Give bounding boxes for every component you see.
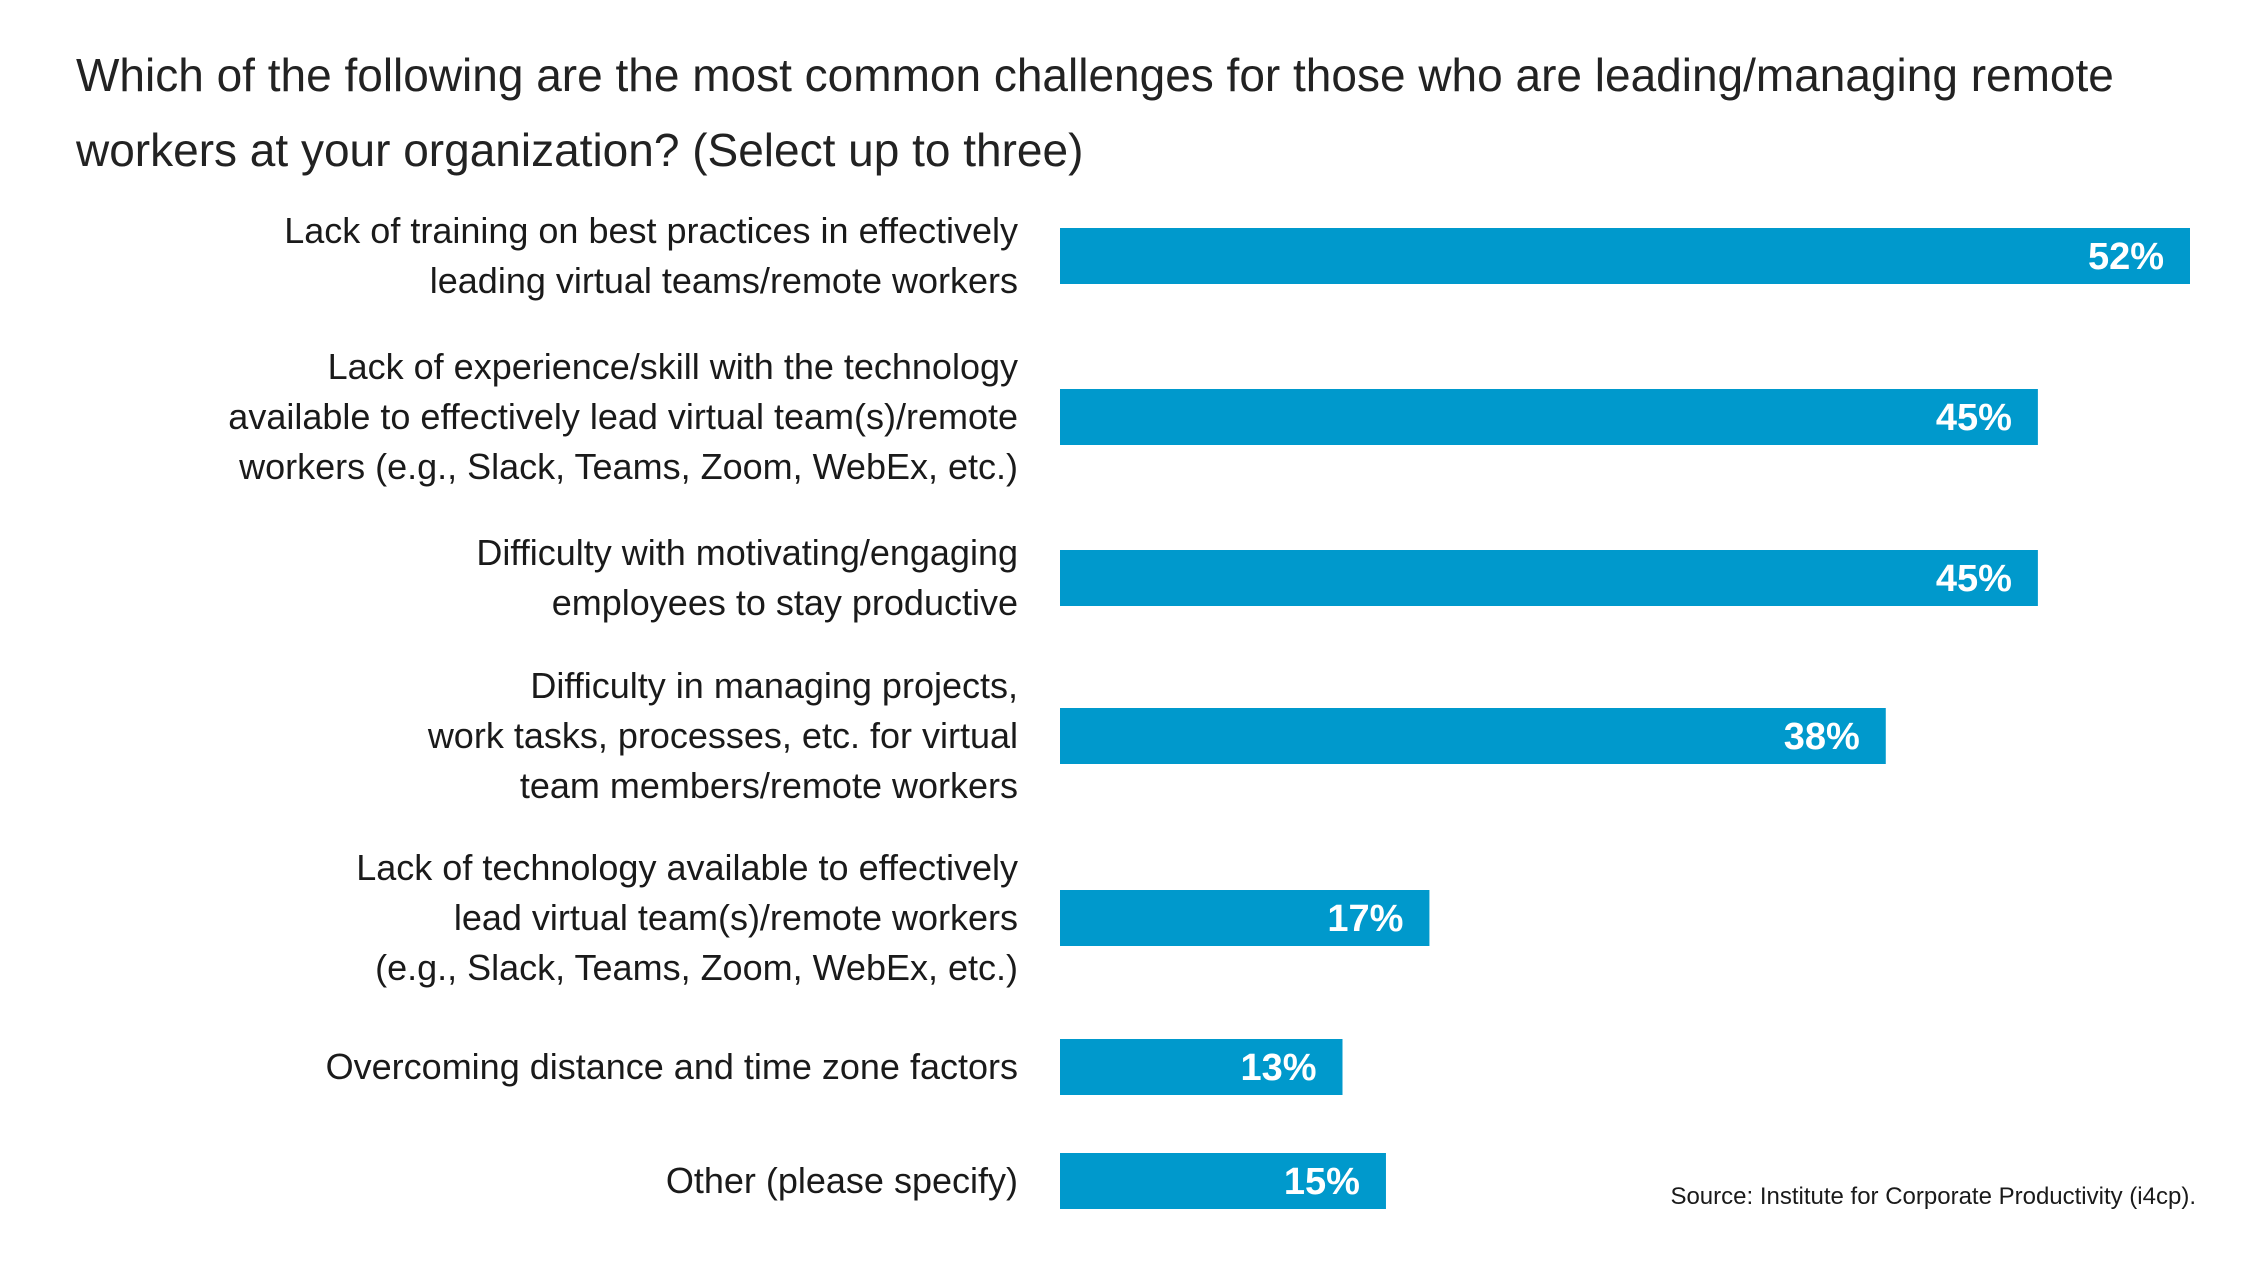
category-label-line: (e.g., Slack, Teams, Zoom, WebEx, etc.) [375,947,1018,988]
bar-1 [1060,389,2038,445]
category-label-4: Lack of technology available to effectiv… [356,847,1018,988]
bar-4 [1060,890,1430,946]
value-label-6: 15% [1284,1161,1360,1203]
category-label-line: employees to stay productive [552,582,1018,623]
category-label-1: Lack of experience/skill with the techno… [228,346,1018,487]
category-label-line: available to effectively lead virtual te… [228,396,1018,437]
category-label-line: work tasks, processes, etc. for virtual [427,715,1018,756]
category-label-6: Other (please specify) [666,1160,1018,1201]
category-label-line: Difficulty in managing projects, [530,665,1018,706]
category-label-line: Lack of technology available to effectiv… [356,847,1018,888]
category-label-line: Overcoming distance and time zone factor… [326,1046,1018,1087]
category-label-line: Other (please specify) [666,1160,1018,1201]
category-label-line: workers (e.g., Slack, Teams, Zoom, WebEx… [238,446,1018,487]
bar-2 [1060,550,2038,606]
category-label-5: Overcoming distance and time zone factor… [326,1046,1018,1087]
category-label-line: lead virtual team(s)/remote workers [454,897,1018,938]
category-label-2: Difficulty with motivating/engaging emplo… [476,532,1018,623]
value-label-4: 17% [1327,898,1403,940]
bar-5 [1060,1039,1343,1095]
chart-title: Which of the following are the most comm… [76,49,2114,176]
category-label-0: Lack of training on best practices in ef… [284,210,1018,301]
category-label-3: Difficulty in managing projects, work tas… [427,665,1018,806]
source-note: Source: Institute for Corporate Producti… [1670,1183,2196,1210]
category-label-line: Lack of training on best practices in ef… [284,210,1018,251]
value-label-5: 13% [1240,1047,1316,1089]
category-label-line: Lack of experience/skill with the techno… [328,346,1018,387]
value-label-1: 45% [1936,397,2012,439]
category-label-line: Difficulty with motivating/engaging [476,532,1018,573]
bar-3 [1060,708,1886,764]
value-label-0: 52% [2088,236,2164,278]
value-label-3: 38% [1784,716,1860,758]
bar-0 [1060,228,2190,284]
category-label-line: leading virtual teams/remote workers [430,260,1018,301]
category-label-line: team members/remote workers [520,765,1018,806]
value-label-2: 45% [1936,558,2012,600]
bar-6 [1060,1153,1386,1209]
